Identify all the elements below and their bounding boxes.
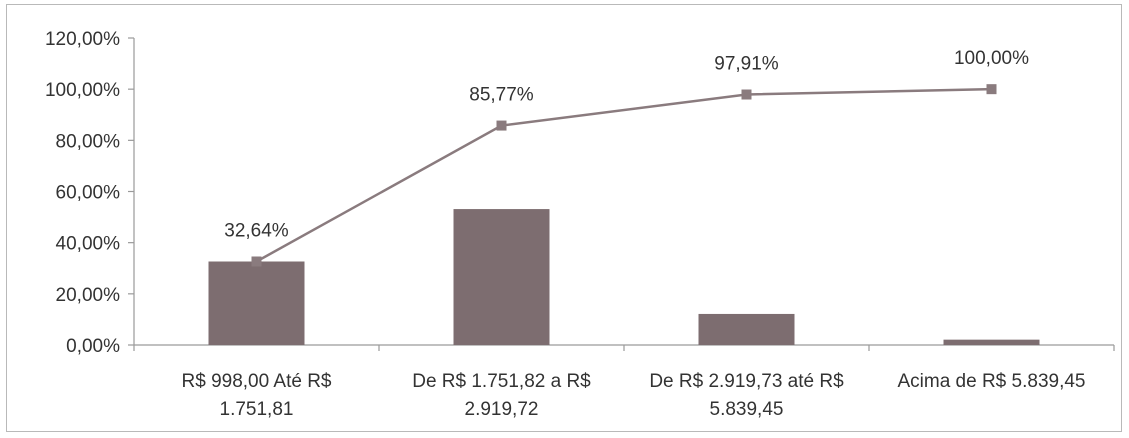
- y-tick-labels: 0,00% 20,00% 40,00% 60,00% 80,00% 100,00% 120,…: [45, 29, 120, 357]
- line-marker: [986, 84, 997, 95]
- category-label: 5.839,45: [710, 399, 784, 420]
- y-tick-label: 80,00%: [56, 131, 121, 152]
- data-label: 32,64%: [224, 220, 289, 241]
- line-marker: [741, 89, 752, 100]
- chart-frame: [6, 4, 1122, 432]
- data-label: 85,77%: [469, 85, 534, 106]
- category-label: De R$ 2.919,73 até R$: [649, 371, 844, 392]
- data-label: 97,91%: [714, 54, 779, 75]
- category-label: De R$ 1.751,82 a R$: [412, 371, 591, 392]
- bar: [698, 313, 795, 345]
- y-tick-label: 120,00%: [45, 29, 120, 50]
- bar: [453, 209, 550, 345]
- data-labels: 32,64% 85,77% 97,91% 100,00%: [224, 48, 1029, 241]
- category-label: R$ 998,00 Até R$: [182, 371, 332, 392]
- category-labels: R$ 998,00 Até R$ 1.751,81 De R$ 1.751,82 a…: [182, 371, 1086, 420]
- y-tick-label: 20,00%: [56, 285, 121, 306]
- data-label: 100,00%: [954, 48, 1029, 69]
- category-label: 2.919,72: [465, 399, 539, 420]
- line-marker: [251, 256, 262, 267]
- category-label: 1.751,81: [220, 399, 294, 420]
- cumulative-line-series: [251, 84, 997, 267]
- bar: [943, 339, 1040, 345]
- y-tick-label: 60,00%: [56, 183, 121, 204]
- category-label: Acima de R$ 5.839,45: [897, 371, 1085, 392]
- bar-series: [208, 209, 1040, 345]
- bar: [208, 261, 305, 345]
- y-tick-label: 0,00%: [66, 336, 120, 357]
- y-tick-label: 40,00%: [56, 234, 121, 255]
- y-tick-label: 100,00%: [45, 80, 120, 101]
- cumulative-line: [255, 87, 992, 263]
- line-marker: [496, 120, 507, 131]
